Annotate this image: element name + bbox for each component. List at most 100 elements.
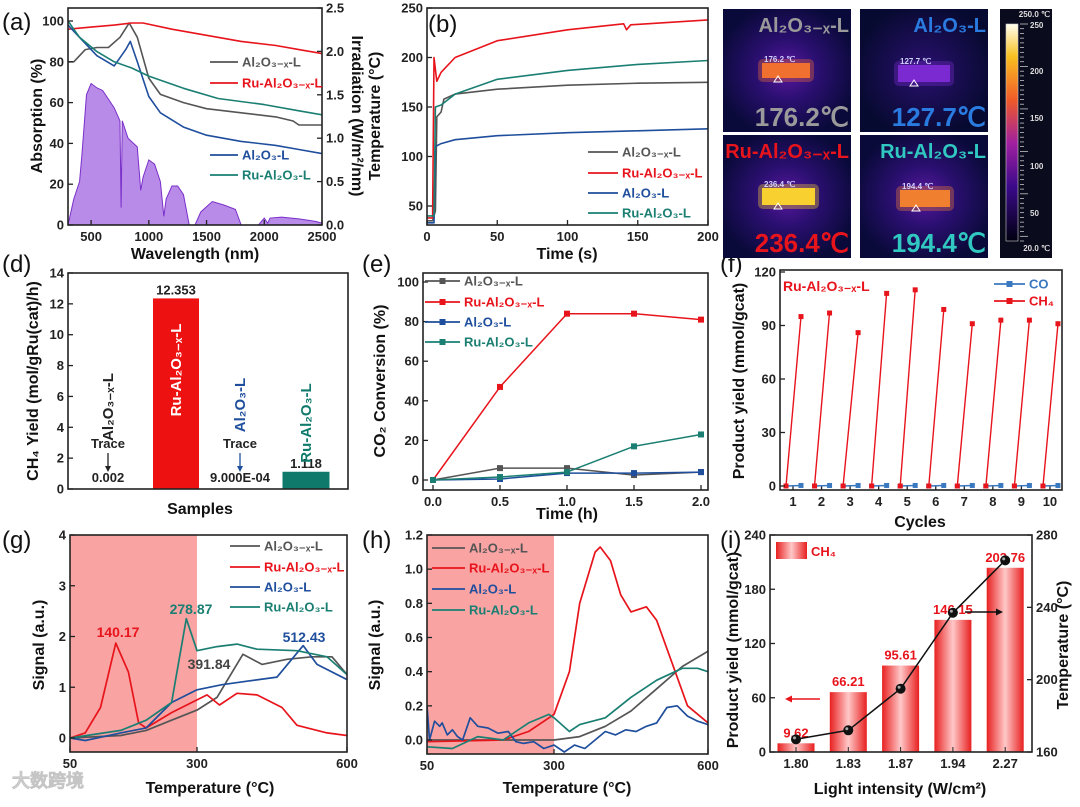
- legend-label: Ru-Al₂O₃-L: [264, 600, 333, 615]
- plot-frame-a: [67, 7, 323, 226]
- thermal-image: 127.7 ℃ Al₂O₃-L 127.7℃: [860, 9, 988, 132]
- data-point: [855, 330, 861, 336]
- x-tick-label: 1.94: [940, 756, 966, 771]
- legend-label: Al₂O₃-L: [464, 315, 511, 330]
- data-point: [798, 314, 804, 320]
- y-tick-label: 20: [50, 177, 64, 192]
- data-point: [564, 465, 570, 472]
- plot-area-a: [68, 20, 322, 225]
- y-tick-label: 0: [759, 745, 766, 760]
- peak-label: 391.84: [188, 656, 231, 672]
- y-tick-label: 1.2: [405, 528, 423, 543]
- x-tick-label: 50: [490, 229, 504, 244]
- y-tick-label: 0.5: [326, 174, 344, 189]
- x-tick-label: 1.83: [836, 756, 861, 771]
- y-tick-label: 0: [412, 473, 419, 488]
- y-tick-label: 0.0: [405, 733, 423, 748]
- series-line: [70, 653, 347, 739]
- data-point: [631, 470, 637, 477]
- data-point: [497, 474, 503, 481]
- thermal-image: 176.2 ℃ Al₂O₃₋ₓ-L 176.2℃: [723, 9, 851, 132]
- cursor-triangle-icon: [909, 79, 919, 87]
- series-segment: [956, 323, 973, 487]
- colorbar-tick-label: 150: [1030, 114, 1044, 123]
- cursor-triangle-icon: [911, 204, 921, 212]
- legend-label: Ru-Al₂O₃₋ₓ-L: [264, 560, 345, 575]
- y-tick-label: 100: [42, 14, 64, 29]
- legend-label: Ru-Al₂O₃-L: [469, 603, 538, 618]
- value-label: 9.62: [783, 725, 808, 740]
- legend-label: Al₂O₃₋ₓ-L: [464, 274, 523, 289]
- legend-label: Ru-Al₂O₃-L: [622, 206, 691, 221]
- bar: [986, 567, 1024, 752]
- x-tick-label: 200: [697, 229, 719, 244]
- x-tick-label: 600: [336, 756, 358, 771]
- trace-label: Trace: [91, 436, 125, 451]
- x-tick-label: 8: [989, 494, 996, 509]
- legend-label: Ru-Al₂O₃₋ₓ-L: [469, 561, 550, 576]
- temperature-point: [791, 734, 801, 745]
- plot-area-h: [427, 546, 708, 753]
- bar: [829, 692, 867, 752]
- series-line: [427, 546, 708, 743]
- data-point: [998, 482, 1004, 488]
- y-tick-label: 200: [1036, 672, 1058, 687]
- y-tick-label: 60: [50, 95, 64, 110]
- colorbar-tick-label: 50: [1030, 209, 1039, 218]
- panel-label: (g): [2, 527, 31, 554]
- x-tick-label: 300: [543, 758, 565, 773]
- y-axis-label: CO₂ Conversion (%): [372, 305, 389, 458]
- y-tick-label: 1: [59, 680, 66, 695]
- data-point: [698, 469, 704, 476]
- legend-label: Al₂O₃₋ₓ-L: [264, 539, 323, 554]
- category-label: Al₂O₃₋ₓ-L: [100, 373, 117, 441]
- x-axis-label: Temperature (°C): [146, 780, 275, 797]
- legend-label: CH₄: [1029, 294, 1054, 309]
- legend-label: Al₂O₃-L: [622, 186, 669, 201]
- shaded-region: [70, 535, 197, 752]
- y-tick-label: 0.8: [405, 596, 423, 611]
- legend-marker: [1006, 281, 1013, 287]
- watermark-logo: 大数跨境: [12, 770, 84, 791]
- point-highlight: [1002, 557, 1006, 561]
- y-tick-label: 40: [50, 136, 64, 151]
- point-highlight: [949, 609, 953, 613]
- legend-label: Ru-Al₂O₃₋ₓ-L: [242, 76, 323, 91]
- arrowhead: [237, 466, 243, 472]
- legend-marker: [1006, 298, 1013, 304]
- temperature-reading: 127.7℃: [892, 102, 986, 132]
- colorbar-tick-label: 250: [1030, 21, 1044, 30]
- temperature-point: [843, 725, 854, 736]
- cursor-triangle-icon: [773, 75, 783, 83]
- panel-label: (e): [362, 251, 391, 278]
- legend-marker: [439, 278, 446, 284]
- data-point: [954, 483, 960, 489]
- x-axis-label: Samples: [167, 501, 233, 518]
- series-line: [68, 20, 322, 116]
- data-point: [840, 483, 846, 489]
- y-tick-label: 250: [401, 1, 423, 16]
- temperature-reading: 194.4℃: [892, 228, 986, 258]
- series-line: [427, 667, 708, 750]
- y-tick-label: 20: [405, 433, 419, 448]
- y-tick-label: 2.5: [326, 1, 344, 16]
- data-point: [783, 483, 789, 489]
- data-point: [827, 482, 833, 488]
- data-point: [1026, 317, 1032, 323]
- y-axis-label: CH₄ Yield (mol/gRu(cat)/h): [25, 281, 42, 481]
- spot-reading: 127.7 ℃: [900, 57, 931, 66]
- plot-title: Ru-Al₂O₃₋ₓ-L: [783, 278, 870, 294]
- data-point: [698, 316, 704, 323]
- colorbar-min-label: 20.0 ℃: [1023, 244, 1050, 253]
- x-tick-label: 1.5: [625, 494, 643, 509]
- point-highlight: [793, 736, 796, 740]
- bar: [153, 298, 199, 489]
- y-tick-label: 0: [769, 479, 776, 494]
- x-tick-label: 150: [627, 229, 649, 244]
- spot-reading: 194.4 ℃: [902, 182, 933, 191]
- legend-label: Al₂O₃₋ₓ-L: [242, 55, 301, 70]
- x-tick-label: 2.27: [993, 756, 1018, 771]
- colorbar-max-label: 250.0 ℃: [1019, 10, 1050, 19]
- y-tick-label: 60: [752, 690, 766, 705]
- y-tick-label: 2: [57, 451, 64, 466]
